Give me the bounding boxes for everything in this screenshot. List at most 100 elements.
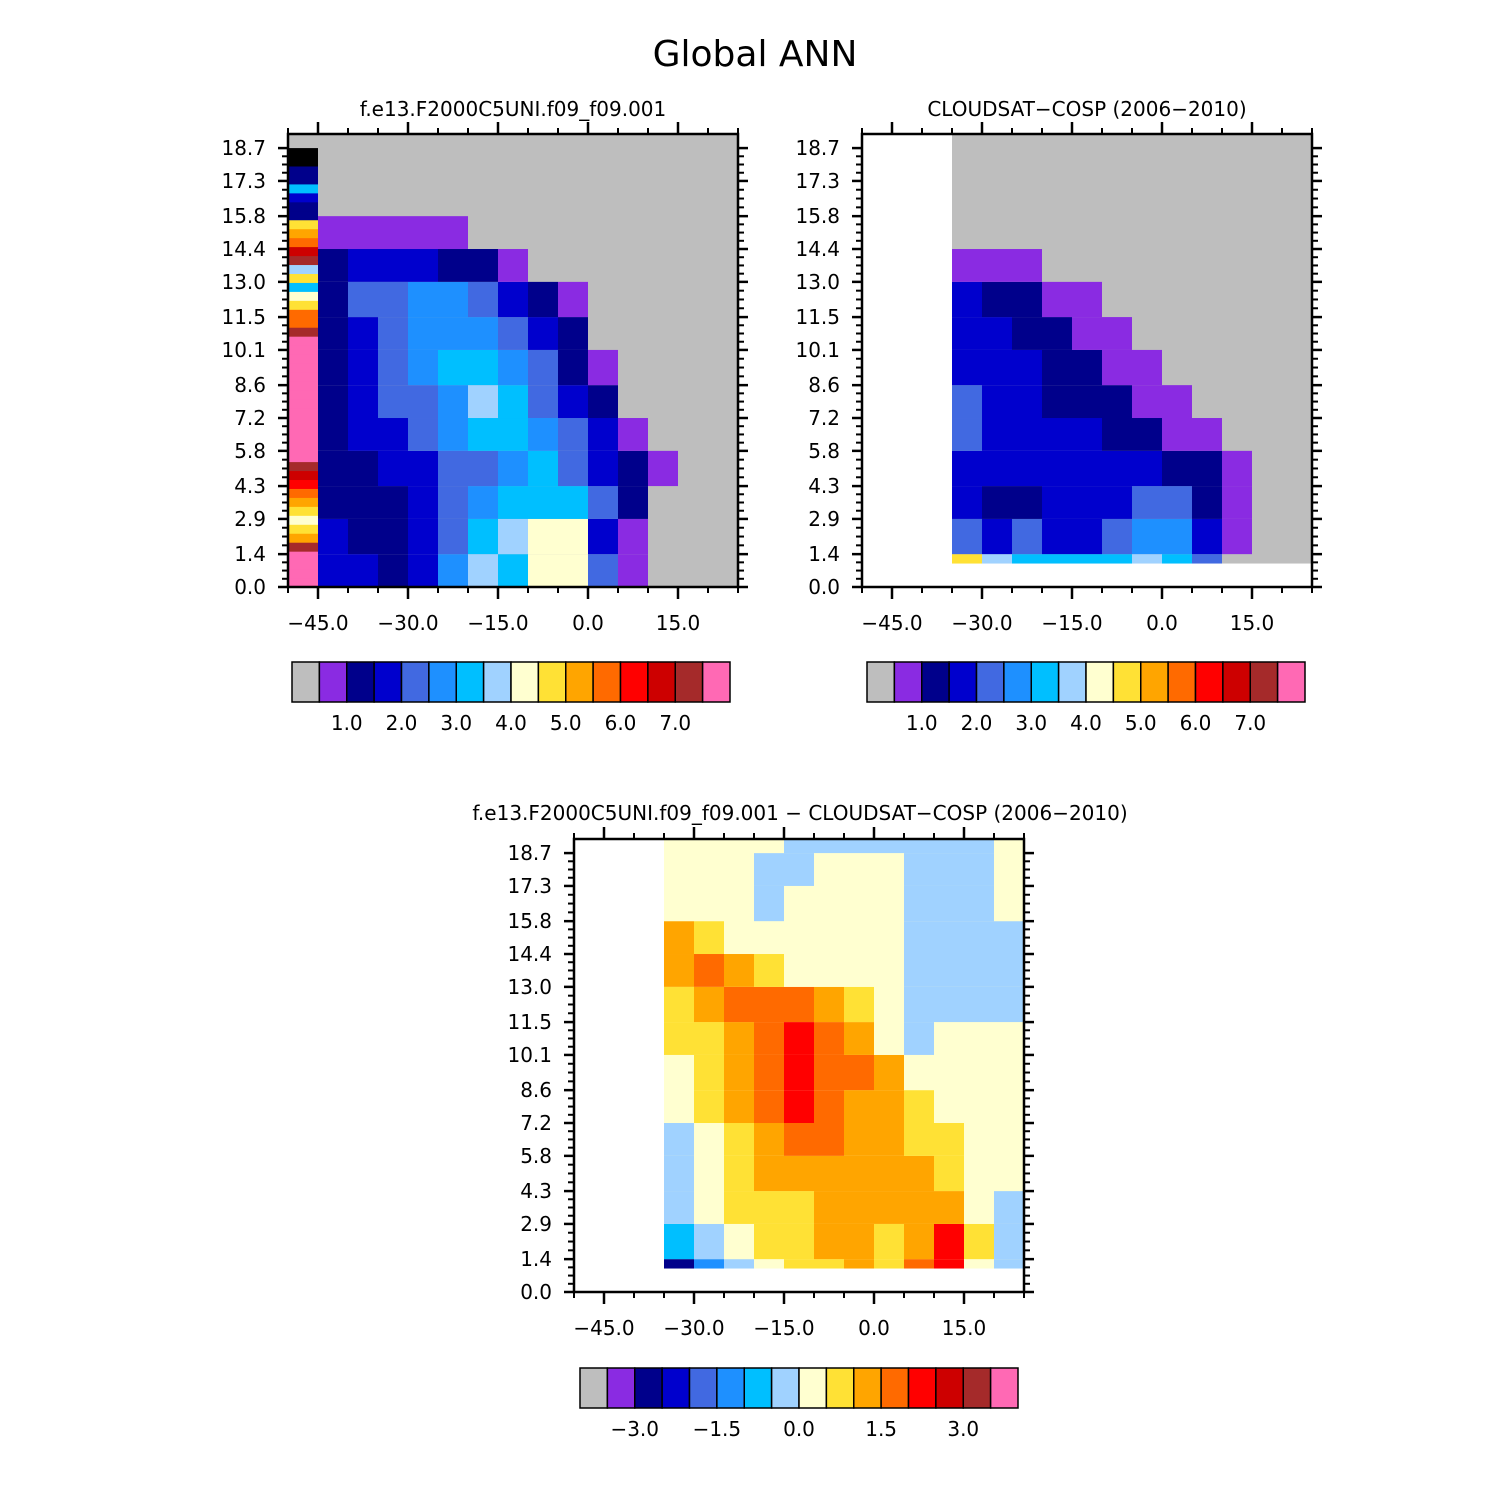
- heatmap-cell: [348, 385, 378, 419]
- y-tick-label: 1.4: [808, 542, 840, 566]
- heatmap-cell: [754, 1155, 784, 1192]
- heatmap-cell: [754, 954, 784, 987]
- colorbar-swatch: [716, 1367, 745, 1409]
- heatmap-cell: [952, 518, 982, 555]
- panel-obs-heatmap: [952, 134, 1312, 564]
- heatmap-cell: [904, 1090, 934, 1124]
- heatmap-cell: [558, 486, 588, 519]
- colorbar-label: 7.0: [659, 711, 691, 735]
- colorbar-swatch: [373, 661, 403, 703]
- heatmap-cell: [408, 281, 438, 318]
- y-tick-label: 10.1: [507, 1043, 552, 1067]
- heatmap-cell: [408, 418, 438, 451]
- heatmap-cell: [952, 486, 982, 519]
- y-tick-label: 2.9: [520, 1212, 552, 1236]
- y-tick-label: 4.3: [808, 474, 840, 498]
- heatmap-cell: [288, 228, 318, 239]
- colorbar-swatch: [1003, 661, 1032, 703]
- heatmap-cell: [664, 1191, 694, 1224]
- panel-diff-title: f.e13.F2000C5UNI.f09_f09.001 − CLOUDSAT−…: [472, 801, 1127, 825]
- heatmap-cell: [408, 249, 438, 282]
- heatmap-cell: [348, 450, 378, 487]
- heatmap-cell: [588, 486, 618, 519]
- heatmap-cell: [1162, 486, 1192, 519]
- heatmap-cell: [664, 1155, 694, 1192]
- heatmap-cell: [408, 518, 438, 555]
- y-tick-label: 15.8: [795, 204, 840, 228]
- heatmap-cell: [288, 327, 318, 337]
- heatmap-cell: [1012, 385, 1042, 419]
- heatmap-cell: [528, 418, 558, 451]
- y-tick-label: 8.6: [808, 373, 840, 397]
- heatmap-cell: [934, 1123, 964, 1156]
- heatmap-cell: [1042, 281, 1072, 318]
- heatmap-cell: [318, 486, 348, 519]
- heatmap-cell: [952, 554, 982, 564]
- colorbar-swatch: [989, 1367, 1019, 1409]
- heatmap-cell: [288, 246, 318, 257]
- colorbar-swatch: [661, 1367, 691, 1409]
- colorbar-label: 6.0: [605, 711, 637, 735]
- colorbar-label: 1.5: [865, 1417, 897, 1441]
- heatmap-cell: [994, 954, 1024, 987]
- heatmap-cell: [378, 486, 408, 519]
- heatmap-cell: [724, 853, 754, 886]
- y-tick-label: 17.3: [507, 874, 552, 898]
- heatmap-cell: [1012, 317, 1042, 350]
- heatmap-cell: [934, 1191, 964, 1224]
- x-tick-label: 15.0: [942, 1316, 987, 1340]
- y-tick-label: 8.6: [520, 1078, 552, 1102]
- colorbar-swatch: [346, 661, 375, 703]
- colorbar-swatch: [606, 1367, 636, 1409]
- y-tick-label: 2.9: [808, 507, 840, 531]
- heatmap-cell: [814, 853, 844, 886]
- heatmap-cell: [288, 407, 318, 418]
- x-tick-label: −15.0: [467, 611, 528, 635]
- heatmap-cell: [318, 554, 348, 587]
- x-tick-label: −30.0: [663, 1316, 724, 1340]
- heatmap-cell: [964, 954, 994, 987]
- y-tick-label: 5.8: [520, 1144, 552, 1168]
- heatmap-cell: [288, 174, 318, 185]
- heatmap-cell: [318, 317, 348, 350]
- heatmap-cell: [1072, 518, 1102, 555]
- heatmap-cell: [318, 281, 348, 318]
- x-tick-label: 15.0: [1230, 611, 1275, 635]
- colorbar-swatch: [565, 661, 594, 703]
- heatmap-cell: [982, 554, 1012, 564]
- heatmap-cell: [784, 954, 814, 987]
- heatmap-cell: [964, 885, 994, 922]
- heatmap-cell: [1162, 385, 1192, 419]
- heatmap-cell: [844, 1191, 874, 1224]
- heatmap-cell: [348, 281, 378, 318]
- heatmap-cell: [754, 1191, 784, 1224]
- heatmap-cell: [1042, 418, 1072, 451]
- heatmap-cell: [844, 1155, 874, 1192]
- heatmap-cell: [348, 349, 378, 386]
- heatmap-cell: [964, 839, 994, 854]
- y-tick-label: 1.4: [234, 542, 266, 566]
- heatmap-cell: [528, 317, 558, 350]
- heatmap-cell: [348, 418, 378, 451]
- heatmap-cell: [618, 554, 648, 587]
- heatmap-cell: [964, 1054, 994, 1091]
- heatmap-cell: [438, 385, 468, 419]
- heatmap-cell: [288, 461, 318, 472]
- heatmap-cell: [1102, 554, 1132, 564]
- colorbar-swatch: [647, 661, 676, 703]
- heatmap-cell: [468, 281, 498, 318]
- heatmap-cell: [288, 219, 318, 230]
- heatmap-cell: [844, 986, 874, 1023]
- heatmap-cell: [288, 560, 318, 570]
- heatmap-cell: [994, 839, 1024, 854]
- heatmap-cell: [982, 518, 1012, 555]
- heatmap-cell: [408, 450, 438, 487]
- heatmap-cell: [754, 1223, 784, 1260]
- heatmap-cell: [874, 921, 904, 955]
- heatmap-cell: [982, 281, 1012, 318]
- heatmap-cell: [754, 885, 784, 922]
- heatmap-cell: [288, 542, 318, 552]
- colorbar-swatch: [1222, 661, 1251, 703]
- heatmap-cell: [288, 416, 318, 427]
